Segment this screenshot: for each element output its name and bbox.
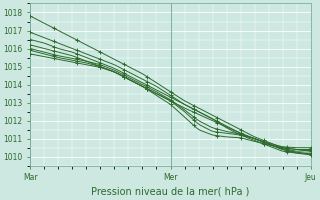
X-axis label: Pression niveau de la mer( hPa ): Pression niveau de la mer( hPa ) [91, 187, 250, 197]
